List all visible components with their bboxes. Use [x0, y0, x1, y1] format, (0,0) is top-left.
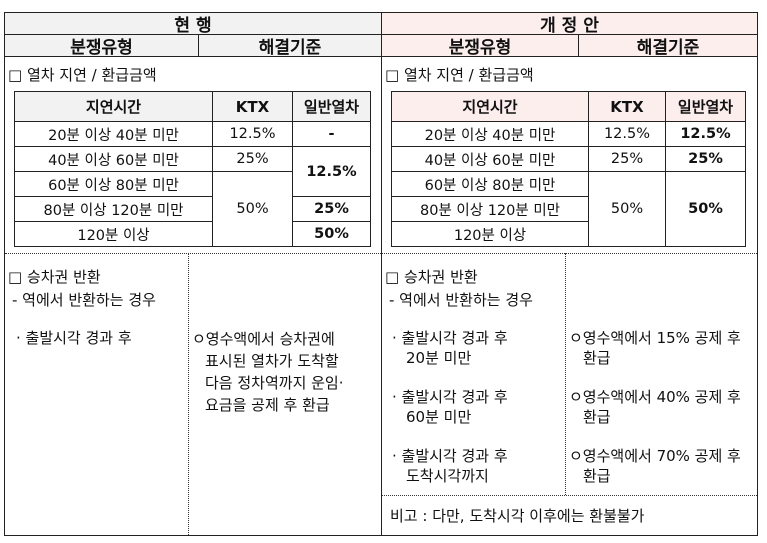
case-line: 20분 미만: [406, 349, 472, 367]
ktx-value: 25%: [212, 146, 293, 172]
delay-row: 60분 이상 80분 미만: [391, 171, 589, 197]
delay-row: 20분 이상 40분 미만: [391, 121, 589, 147]
current-delay-heading: □ 열차 지연 / 환급금액: [8, 66, 157, 84]
delay-row: 40분 이상 60분 미만: [14, 146, 213, 172]
rule-line: 표시된 열차가 도착할: [205, 352, 339, 370]
delay-row: 80분 이상 120분 미만: [14, 196, 213, 222]
rule-line: 환급: [583, 349, 611, 367]
ktx-value: 50%: [588, 171, 666, 247]
revised-title: 개 정 안: [381, 13, 757, 36]
regular-value: 25%: [665, 146, 746, 172]
revised-column-divider: [565, 253, 566, 495]
comparison-table: [4, 12, 758, 536]
current-refund-heading: □ 승차권 반환: [8, 268, 101, 286]
header-regular: 일반열차: [665, 91, 746, 122]
rule-line: 환급: [583, 408, 611, 426]
regular-value: 25%: [292, 196, 371, 222]
revised-delay-table: 지연시간 KTX 일반열차 20분 이상 40분 미만 12.5% 12.5% 40분 …: [391, 91, 746, 247]
header-delay: 지연시간: [14, 91, 213, 122]
regular-value: 50%: [292, 221, 371, 247]
delay-row: 80분 이상 120분 미만: [391, 196, 589, 222]
rule-line: ㅇ영수액에서 승차권에: [192, 330, 335, 348]
revised-case-2: · 출발시각 경과 후 60분 미만: [392, 387, 508, 427]
header-ktx: KTX: [212, 91, 293, 122]
delay-row: 20분 이상 40분 미만: [14, 121, 213, 147]
divider: [381, 57, 382, 535]
note-divider: [382, 495, 757, 496]
current-refund-sub: - 역에서 반환하는 경우: [12, 291, 156, 309]
rule-line: ㅇ영수액에서 40% 공제 후: [569, 388, 741, 406]
ktx-value: 50%: [212, 171, 293, 247]
rule-line: 요금을 공제 후 환급: [205, 396, 330, 414]
ktx-value: 12.5%: [588, 121, 666, 147]
rule-line: ㅇ영수액에서 70% 공제 후: [569, 447, 741, 465]
case-line: · 출발시각 경과 후: [392, 329, 508, 347]
delay-row: 120분 이상: [391, 221, 589, 247]
case-line: 도착시각까지: [406, 467, 489, 485]
case-line: 60분 미만: [406, 408, 472, 426]
revised-delay-heading: □ 열차 지연 / 환급금액: [385, 66, 534, 84]
delay-row: 40분 이상 60분 미만: [391, 146, 589, 172]
current-col-type: 분쟁유형: [5, 35, 198, 58]
revised-refund-heading: □ 승차권 반환: [385, 268, 478, 286]
current-delay-table: 지연시간 KTX 일반열차 20분 이상 40분 미만 12.5% - 40분 이상 6…: [14, 91, 371, 247]
revised-col-type: 분쟁유형: [381, 35, 578, 58]
header-regular: 일반열차: [292, 91, 371, 122]
ktx-value: 12.5%: [212, 121, 293, 147]
rule-line: ㅇ영수액에서 15% 공제 후: [569, 329, 741, 347]
section-divider: [5, 253, 757, 254]
current-refund-rule: ㅇ영수액에서 승차권에 표시된 열차가 도착할 다음 정차역까지 운임· 요금을…: [192, 328, 344, 416]
current-col-criteria: 해결기준: [198, 35, 381, 58]
case-line: · 출발시각 경과 후: [392, 447, 508, 465]
current-refund-case: · 출발시각 경과 후: [16, 329, 132, 347]
regular-value: -: [292, 121, 371, 147]
rule-line: 환급: [583, 467, 611, 485]
revised-note: 비고 : 다만, 도착시각 이후에는 환불불가: [390, 507, 645, 525]
case-line: · 출발시각 경과 후: [392, 388, 508, 406]
ktx-value: 25%: [588, 146, 666, 172]
current-column-divider: [188, 253, 189, 535]
header-ktx: KTX: [588, 91, 666, 122]
revised-case-1: · 출발시각 경과 후 20분 미만: [392, 328, 508, 368]
delay-row: 120분 이상: [14, 221, 213, 247]
regular-value: 12.5%: [665, 121, 746, 147]
header-delay: 지연시간: [391, 91, 589, 122]
rule-line: 다음 정차역까지 운임·: [205, 374, 344, 392]
delay-row: 60분 이상 80분 미만: [14, 171, 213, 197]
current-title: 현 행: [5, 13, 381, 36]
revised-refund-sub: - 역에서 반환하는 경우: [389, 291, 533, 309]
regular-value: 50%: [665, 171, 746, 247]
regular-value: 12.5%: [292, 146, 371, 197]
revised-col-criteria: 해결기준: [578, 35, 757, 58]
